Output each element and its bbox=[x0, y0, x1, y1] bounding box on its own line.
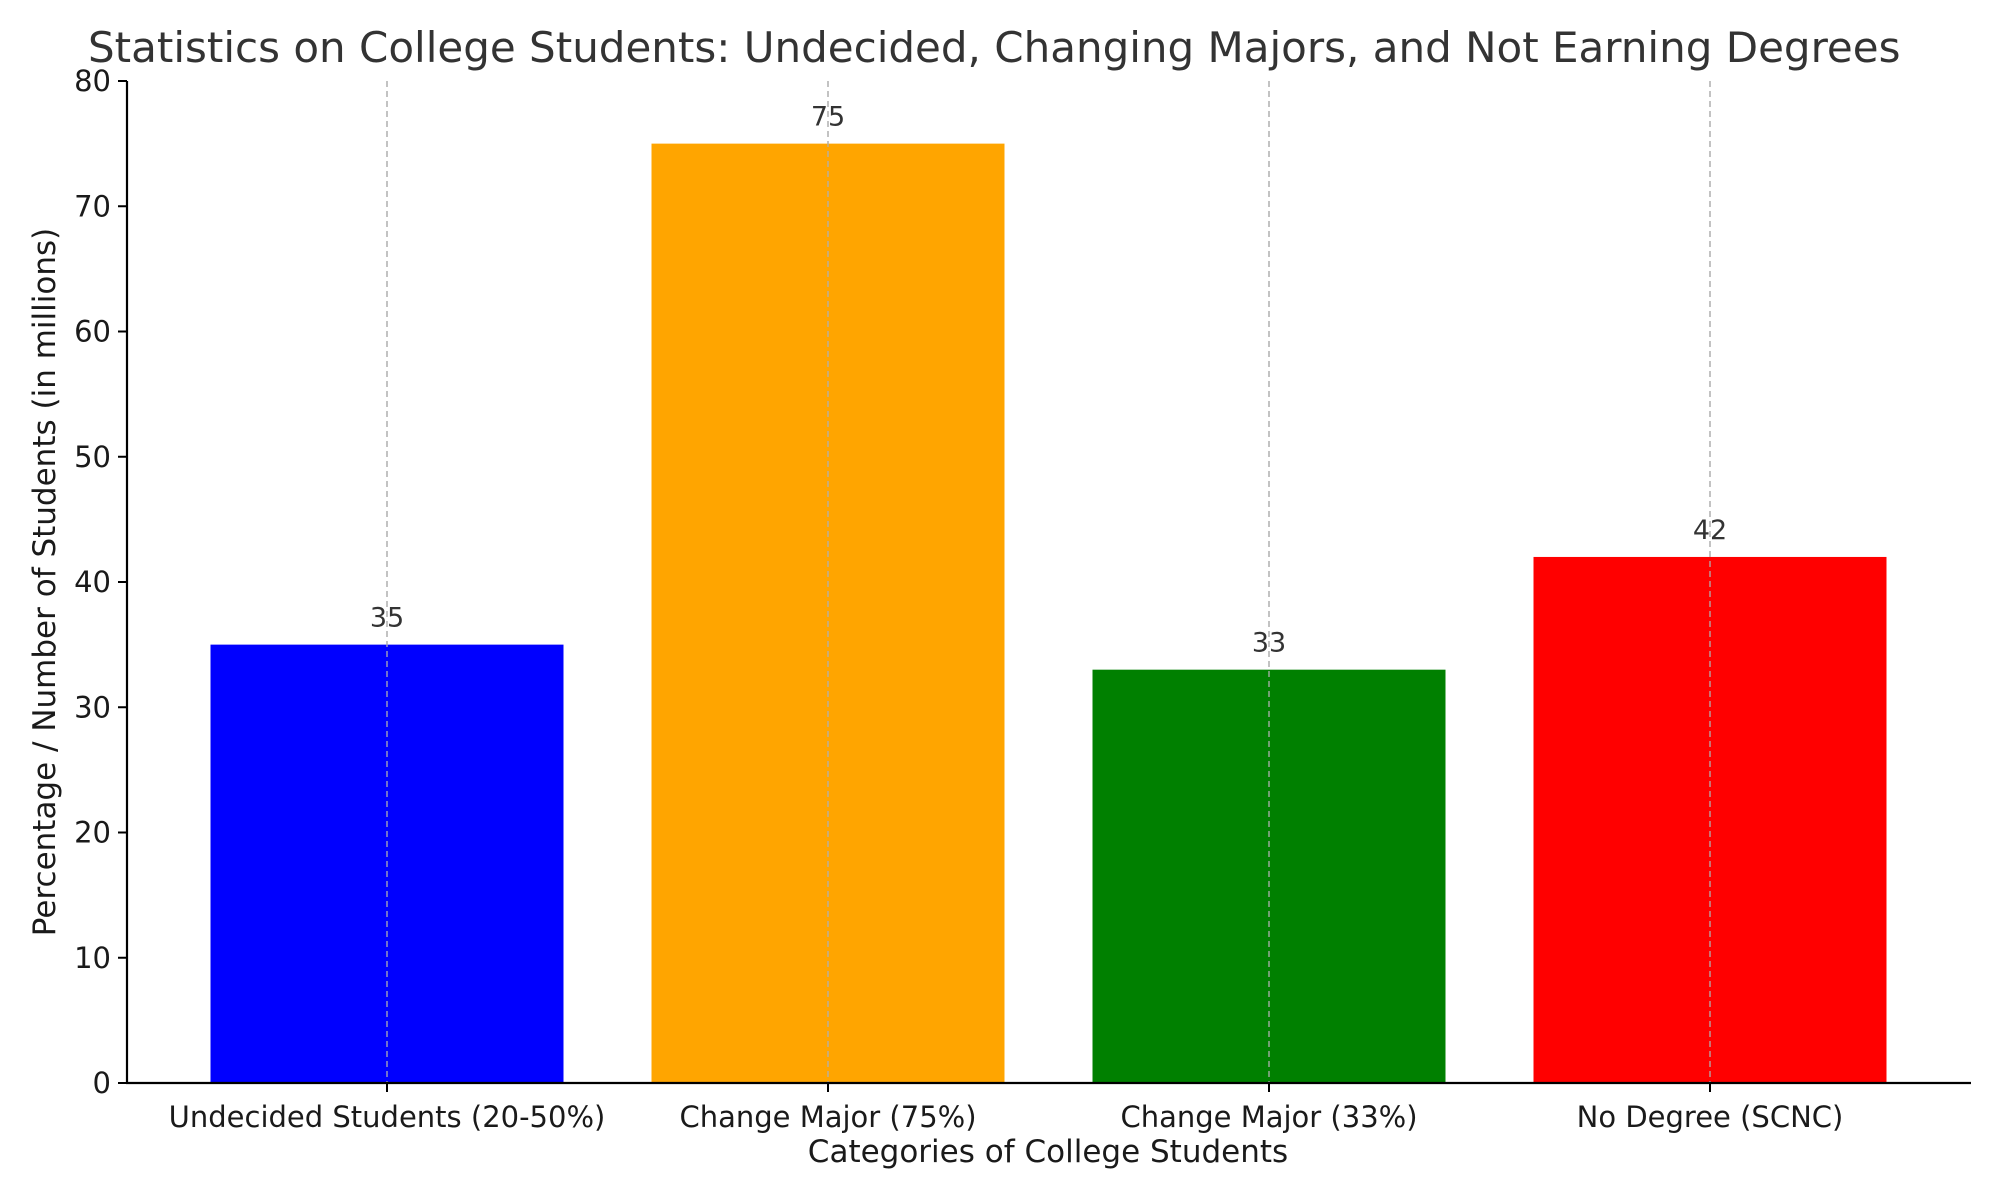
y-tick-label: 10 bbox=[74, 941, 111, 975]
y-tick-label: 70 bbox=[74, 189, 111, 223]
y-tick-label: 50 bbox=[74, 440, 111, 474]
x-tick-label: Undecided Students (20-50%) bbox=[169, 1100, 606, 1134]
y-tick-label: 20 bbox=[74, 816, 111, 850]
x-tick-label: No Degree (SCNC) bbox=[1577, 1100, 1844, 1134]
grid-layer bbox=[386, 81, 1711, 1083]
y-ticks-layer: 0 10 20 30 40 50 60 70 80 bbox=[74, 64, 127, 1100]
y-tick-label: 0 bbox=[93, 1066, 111, 1100]
y-tick-label: 40 bbox=[74, 565, 111, 599]
data-label: 42 bbox=[1693, 515, 1727, 546]
y-tick-label: 60 bbox=[74, 315, 111, 349]
chart-title: Statistics on College Students: Undecide… bbox=[88, 23, 1900, 72]
x-axis-label: Categories of College Students bbox=[808, 1134, 1288, 1170]
data-labels-layer: 35 75 33 42 bbox=[370, 102, 1727, 659]
x-tick-label: Change Major (33%) bbox=[1120, 1100, 1417, 1134]
y-tick-label: 80 bbox=[74, 64, 111, 98]
y-tick-label: 30 bbox=[74, 690, 111, 724]
grid-front-layer bbox=[386, 81, 1711, 1083]
x-ticks-layer: Undecided Students (20-50%) Change Major … bbox=[169, 1083, 1844, 1134]
data-label: 35 bbox=[370, 603, 404, 634]
data-label: 75 bbox=[811, 102, 845, 133]
x-tick-label: Change Major (75%) bbox=[679, 1100, 976, 1134]
bars-layer bbox=[210, 143, 1887, 1083]
y-axis-label: Percentage / Number of Students (in mill… bbox=[27, 228, 63, 936]
data-label: 33 bbox=[1252, 628, 1286, 659]
